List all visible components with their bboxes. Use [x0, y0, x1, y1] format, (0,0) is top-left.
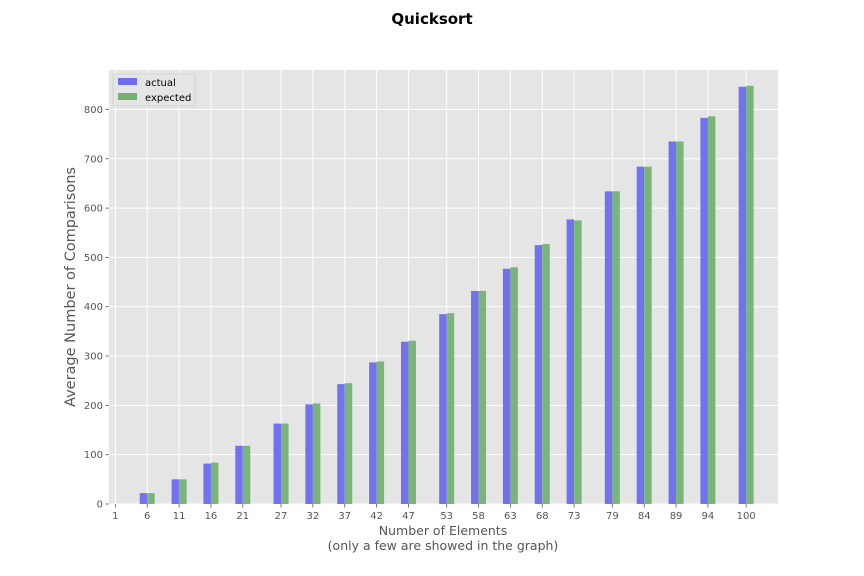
bar-actual — [305, 404, 313, 504]
bar-expected — [179, 479, 187, 504]
y-tick-label: 500 — [84, 253, 103, 264]
x-tick-label: 94 — [702, 511, 715, 522]
bar-actual — [668, 141, 677, 505]
bar-actual — [604, 191, 613, 504]
x-tick-label: 11 — [173, 511, 186, 522]
legend: actual expected — [112, 73, 196, 107]
y-tick-label: 800 — [84, 105, 103, 116]
bar-expected — [676, 141, 684, 505]
x-tick-label: 79 — [606, 511, 619, 522]
y-tick-label: 0 — [97, 500, 103, 511]
x-tick-label: 21 — [236, 511, 249, 522]
x-tick-label: 16 — [205, 511, 218, 522]
x-tick-label: 37 — [338, 511, 351, 522]
bar-expected — [242, 445, 251, 504]
bar-actual — [636, 166, 645, 504]
x-tick-label: 84 — [638, 511, 651, 522]
bar-expected — [446, 313, 455, 504]
y-tick-label: 700 — [84, 154, 103, 165]
bars — [139, 85, 754, 505]
x-tick-label: 73 — [568, 511, 581, 522]
bar-actual — [566, 219, 575, 505]
bar-expected — [510, 267, 518, 504]
x-tick-label: 32 — [307, 511, 320, 522]
x-tick-label: 89 — [670, 511, 683, 522]
legend-label-actual: actual — [145, 78, 176, 89]
bar-expected — [574, 220, 582, 504]
bar-expected — [376, 361, 385, 504]
bar-actual — [273, 423, 282, 504]
bar-expected — [312, 403, 321, 504]
bar-expected — [408, 340, 416, 504]
x-tick-label: 58 — [472, 511, 485, 522]
y-axis-label: Average Number of Comparisons — [63, 167, 79, 407]
bar-expected — [746, 85, 754, 505]
bar-expected — [478, 290, 487, 504]
y-tick-label: 400 — [84, 302, 103, 313]
bar-actual — [738, 86, 747, 504]
bar-expected — [344, 383, 353, 504]
y-axis-ticks: 0 100 200 300 400 500 600 700 800 — [84, 105, 109, 511]
y-tick-label: 600 — [84, 204, 103, 215]
x-tick-label: 1 — [112, 511, 118, 522]
x-tick-label: 27 — [275, 511, 288, 522]
x-tick-label: 42 — [370, 511, 383, 522]
x-tick-label: 47 — [402, 511, 415, 522]
legend-label-expected: expected — [145, 93, 191, 104]
bar-actual — [700, 117, 708, 505]
bar-expected — [644, 166, 652, 504]
y-tick-label: 100 — [84, 450, 103, 461]
bar-actual — [439, 314, 447, 504]
x-tick-label: 6 — [144, 511, 150, 522]
bar-actual — [171, 479, 180, 504]
bar-expected — [542, 244, 550, 504]
bar-actual — [400, 341, 409, 504]
x-tick-label: 68 — [536, 511, 549, 522]
y-tick-label: 200 — [84, 401, 103, 412]
bar-expected — [612, 191, 620, 504]
x-axis-label: Number of Elements — [379, 523, 507, 538]
bar-actual — [235, 445, 243, 504]
bar-actual — [203, 463, 211, 504]
bar-expected — [210, 462, 219, 504]
bar-actual — [369, 362, 377, 504]
x-axis-ticks: 1 6 11 16 21 27 32 37 42 47 53 58 63 68 73 79 84 89 94 100 — [112, 504, 756, 522]
x-tick-label: 63 — [504, 511, 517, 522]
x-tick-label: 53 — [440, 511, 453, 522]
bar-actual — [471, 290, 479, 504]
chart-title: Quicksort — [391, 10, 472, 28]
x-axis-sublabel: (only a few are showed in the graph) — [328, 538, 559, 553]
bar-expected — [707, 116, 716, 504]
bar-expected — [147, 493, 155, 504]
bar-expected — [281, 423, 289, 504]
bar-actual — [139, 493, 148, 504]
x-tick-label: 100 — [737, 511, 756, 522]
bar-actual — [534, 245, 543, 505]
legend-swatch-expected — [118, 93, 137, 100]
legend-swatch-actual — [118, 78, 137, 85]
y-tick-label: 300 — [84, 352, 103, 363]
bar-actual — [337, 384, 345, 504]
bar-actual — [502, 268, 511, 504]
